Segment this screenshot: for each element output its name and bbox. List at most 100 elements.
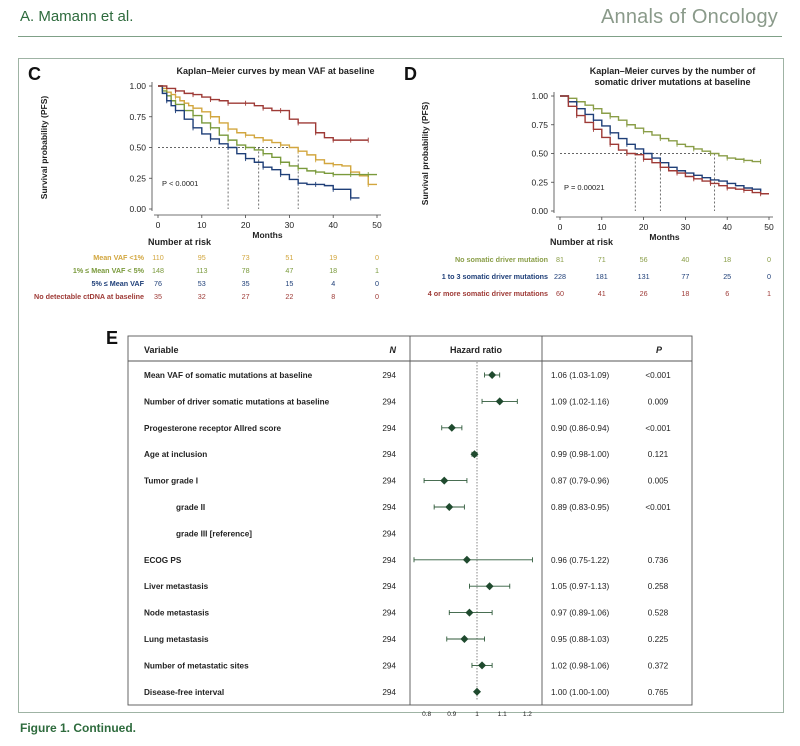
km-c-y-tick-label: 0.50 (129, 143, 146, 153)
km-c-risk-cell: 47 (285, 266, 293, 275)
km-d-risk-cell: 228 (554, 272, 566, 281)
caption-text: Continued. (73, 721, 137, 735)
forest-row-ci: 1.06 (1.03-1.09) (551, 371, 610, 380)
forest-row-n: 294 (382, 635, 396, 644)
forest-point (465, 608, 474, 617)
km-d-risk-cell: 77 (681, 272, 689, 281)
figure-caption: Figure 1. Continued. (20, 721, 136, 735)
forest-point (485, 582, 494, 591)
km-c-risk-cell: 22 (285, 292, 293, 301)
km-d-x-tick-label: 0 (558, 222, 563, 232)
forest-row-variable: Progesterone receptor Allred score (144, 424, 282, 433)
header-rule (18, 36, 782, 37)
forest-col-p: P (656, 345, 663, 355)
forest-point (470, 450, 479, 459)
figure-frame (18, 58, 784, 713)
km-d-risk-cell: 0 (767, 272, 771, 281)
panel-label-c: C (28, 64, 41, 84)
km-c-risk-cell: 148 (152, 266, 164, 275)
km-c-risk-cell: 8 (331, 292, 335, 301)
forest-row-n: 294 (382, 688, 396, 697)
km-d-risk-cell: 26 (640, 289, 648, 298)
forest-row-n: 294 (382, 661, 396, 670)
forest-row-p: 0.765 (648, 688, 669, 697)
km-d-risk-row-label: 4 or more somatic driver mutations (428, 289, 548, 298)
forest-row-ci: 0.99 (0.98-1.00) (551, 450, 610, 459)
forest-row-n: 294 (382, 609, 396, 618)
forest-row-variable: grade III [reference] (176, 529, 252, 538)
km-d-risk-cell: 25 (723, 272, 731, 281)
forest-row-n: 294 (382, 371, 396, 380)
km-d-x-tick-label: 50 (764, 222, 774, 232)
forest-row-n: 294 (382, 503, 396, 512)
km-d-risk-cell: 56 (640, 255, 648, 264)
forest-row-p: <0.001 (645, 424, 671, 433)
km-d-series-line (560, 95, 761, 163)
km-d-risk-cell: 0 (767, 255, 771, 264)
km-c-y-tick-label: 0.00 (129, 204, 146, 214)
km-c-risk-cell: 35 (154, 292, 162, 301)
km-d-series-line (560, 95, 762, 192)
km-c-x-axis-label: Months (252, 230, 282, 240)
km-d-risk-cell: 60 (556, 289, 564, 298)
km-c-x-tick-label: 0 (156, 220, 161, 230)
km-c-risk-row-label: Mean VAF <1% (93, 253, 144, 262)
km-d-risk-cell: 6 (725, 289, 729, 298)
km-c-risk-cell: 1 (375, 266, 379, 275)
forest-row-n: 294 (382, 397, 396, 406)
forest-row-variable: Lung metastasis (144, 635, 209, 644)
km-c-risk-cell: 18 (329, 266, 337, 275)
km-c-title: Kaplan–Meier curves by mean VAF at basel… (177, 66, 375, 76)
forest-row-p: 0.009 (648, 397, 669, 406)
km-d-series-line (560, 95, 769, 195)
km-c-risk-title: Number at risk (148, 237, 212, 247)
forest-row-n: 294 (382, 450, 396, 459)
km-c-risk-cell: 35 (242, 279, 250, 288)
forest-row-p: 0.005 (648, 477, 669, 486)
km-c-risk-cell: 0 (375, 292, 379, 301)
forest-x-tick-label: 1.2 (523, 711, 532, 718)
km-c-p-value: P < 0.0001 (162, 179, 198, 188)
km-c-risk-cell: 4 (331, 279, 335, 288)
km-c-risk-cell: 53 (198, 279, 206, 288)
km-c-risk-cell: 51 (285, 253, 293, 262)
running-header-author: A. Mamann et al. (20, 8, 134, 25)
km-c-risk-cell: 113 (196, 266, 207, 275)
forest-row-ci: 0.90 (0.86-0.94) (551, 424, 610, 433)
forest-col-n: N (390, 345, 397, 355)
caption-label: Figure 1. (20, 721, 71, 735)
km-d-x-tick-label: 40 (722, 222, 732, 232)
forest-col-hr: Hazard ratio (450, 345, 503, 355)
forest-point (445, 503, 454, 511)
forest-row-n: 294 (382, 529, 396, 538)
forest-point (473, 687, 481, 696)
km-c-x-tick-label: 10 (197, 220, 207, 230)
forest-row-variable: grade II (176, 503, 205, 512)
km-d-title: somatic driver mutations at baseline (594, 77, 750, 87)
forest-row-ci: 1.05 (0.97-1.13) (551, 582, 610, 591)
km-d-y-tick-label: 0.50 (531, 149, 548, 159)
km-c-risk-cell: 19 (329, 253, 337, 262)
km-d-x-tick-label: 10 (597, 222, 607, 232)
forest-row-p: 0.225 (648, 635, 669, 644)
forest-row-ci: 1.02 (0.98-1.06) (551, 661, 610, 670)
km-c-risk-cell: 76 (154, 279, 162, 288)
km-c-series-line (158, 85, 377, 186)
km-d-x-tick-label: 30 (681, 222, 691, 232)
km-d-risk-cell: 81 (556, 255, 564, 264)
km-d-risk-cell: 71 (598, 255, 606, 264)
forest-x-tick-label: 1.1 (498, 711, 507, 718)
forest-row-variable: ECOG PS (144, 556, 182, 565)
km-d-x-tick-label: 20 (639, 222, 649, 232)
km-c-risk-cell: 73 (242, 253, 250, 262)
forest-row-p: 0.121 (648, 450, 669, 459)
km-c-series-line (158, 85, 377, 176)
km-d-y-tick-label: 0.25 (531, 177, 548, 187)
forest-row-variable: Disease-free interval (144, 688, 224, 697)
km-c-risk-row-label: 5% ≤ Mean VAF (91, 279, 144, 288)
forest-row-n: 294 (382, 477, 396, 486)
km-d-risk-cell: 41 (598, 289, 606, 298)
km-d-risk-cell: 18 (681, 289, 689, 298)
forest-x-tick-label: 1 (475, 711, 479, 718)
